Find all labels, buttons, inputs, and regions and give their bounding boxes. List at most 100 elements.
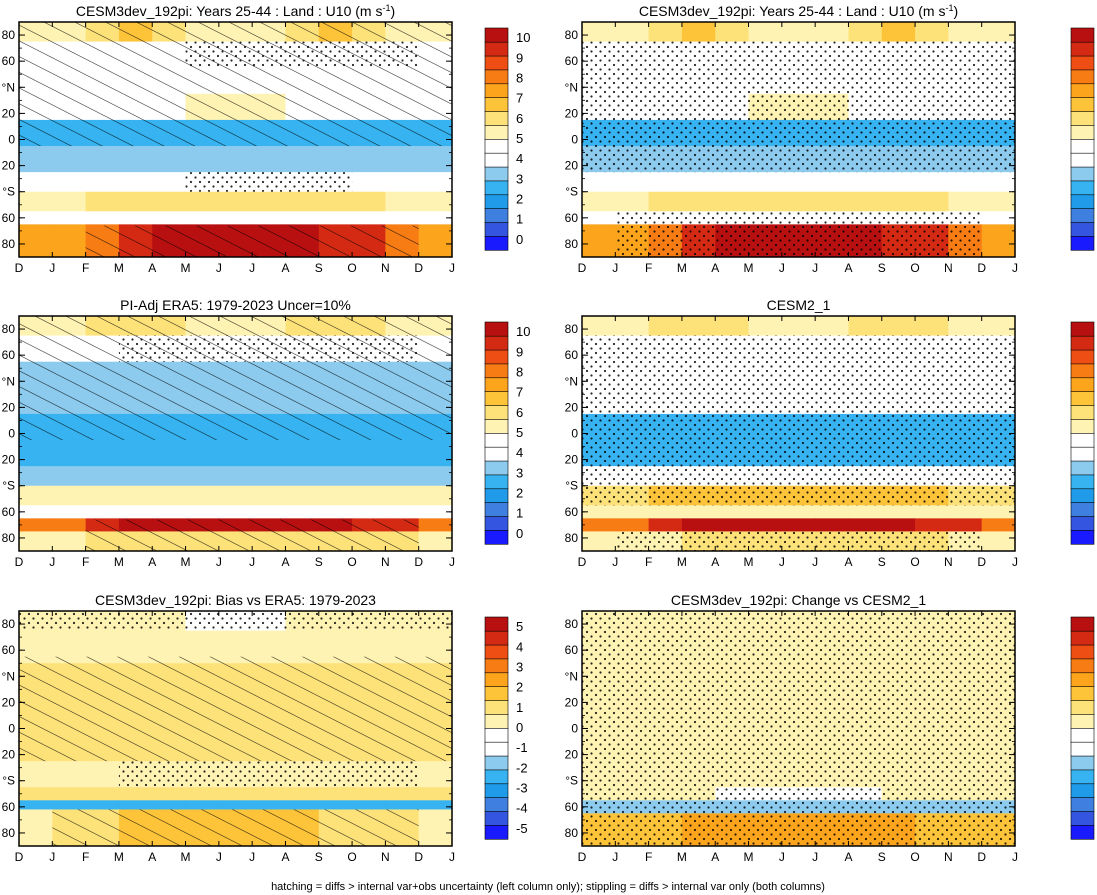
y-tick-label: 0 (571, 427, 578, 441)
y-tick-label: 60 (2, 643, 16, 657)
heatmap-cell (418, 466, 453, 487)
colorbar-label: 5 (516, 131, 523, 146)
heatmap-cell (19, 531, 53, 552)
heatmap-cell (648, 22, 683, 42)
y-tick-label: 20 (565, 159, 579, 173)
heatmap-cell (118, 146, 153, 173)
colorbar-swatch (1070, 124, 1095, 140)
x-tick-label: J (779, 850, 785, 864)
heatmap-cell (981, 172, 1016, 193)
heatmap-cell (881, 316, 916, 336)
y-tick-label: 80 (565, 28, 579, 42)
x-tick-label: M (114, 850, 124, 864)
colorbar-swatch (484, 152, 509, 168)
x-tick-label: F (645, 261, 652, 275)
heatmap-cell (185, 630, 220, 651)
colorbar-swatch (484, 810, 509, 826)
heatmap-cell (848, 316, 883, 336)
x-tick-label: M (744, 555, 754, 569)
heatmap-cell (748, 518, 783, 532)
heatmap-cell (152, 146, 187, 173)
heatmap-cell (285, 787, 320, 801)
heatmap-cell (815, 22, 850, 42)
colorbar-swatch (484, 460, 509, 476)
y-tick-label: °N (2, 374, 15, 388)
colorbar-swatch (484, 616, 509, 632)
x-tick-label: D (977, 850, 986, 864)
heatmap-cell (948, 22, 983, 42)
y-tick-label: 20 (565, 453, 579, 467)
x-tick-label: J (612, 850, 618, 864)
y-tick-label: °S (2, 774, 15, 788)
x-tick-label: J (49, 555, 55, 569)
heatmap-cell (681, 191, 716, 212)
heatmap-cell (52, 211, 87, 225)
x-tick-label: M (744, 850, 754, 864)
colorbar-label: 3 (516, 659, 523, 674)
colorbar-swatch (484, 321, 509, 337)
colorbar-swatch (1070, 194, 1095, 209)
heatmap-cell (418, 485, 453, 506)
y-tick-label: 80 (565, 322, 579, 336)
heatmap-cell (781, 172, 816, 193)
heatmap-cell (152, 630, 187, 651)
heatmap-cell (352, 505, 386, 519)
colorbar-swatch (484, 529, 509, 545)
heatmap-cell (748, 191, 783, 212)
colorbar-label: 4 (516, 445, 523, 460)
heatmap-cell (881, 22, 916, 42)
heatmap-cell (19, 224, 53, 258)
y-tick-label: 60 (2, 211, 16, 225)
x-tick-label: M (181, 261, 191, 275)
x-tick-label: D (578, 555, 587, 569)
heatmap-cell (352, 485, 386, 506)
heatmap-cell (252, 466, 287, 487)
heatmap-cell (185, 800, 220, 810)
x-tick-label: A (844, 555, 852, 569)
heatmap-cell (285, 505, 320, 519)
y-tick-label: 80 (565, 531, 579, 545)
y-tick-label: °N (565, 374, 578, 388)
colorbar-swatch (1070, 377, 1095, 392)
heatmap-cell (218, 505, 253, 519)
heatmap-cell (981, 224, 1016, 258)
heatmap-cell (915, 505, 949, 519)
x-tick-label: J (449, 850, 455, 864)
heatmap-cell (352, 800, 386, 810)
heatmap-cell (218, 630, 253, 651)
heatmap-cell (252, 485, 287, 506)
heatmap-cell (19, 172, 53, 193)
colorbar-swatch (484, 363, 509, 379)
colorbar-swatch (1070, 699, 1095, 715)
y-tick-label: 80 (2, 826, 16, 840)
hatching-region (19, 721, 452, 762)
heatmap-cell (715, 172, 750, 193)
colorbar-swatch (484, 783, 509, 798)
heatmap-cell (648, 172, 683, 193)
y-tick-label: °N (2, 669, 15, 683)
panel-title: CESM3dev_192pi: Years 25-44 : Land : U10… (76, 3, 395, 19)
heatmap-cell (615, 172, 650, 193)
x-tick-label: J (779, 261, 785, 275)
heatmap-cell (85, 146, 120, 173)
y-tick-label: 80 (2, 531, 16, 545)
colorbar-swatch (1070, 418, 1095, 434)
colorbar-swatch (1070, 755, 1095, 771)
x-tick-label: M (677, 261, 687, 275)
heatmap-cell (185, 505, 220, 519)
heatmap-cell (915, 518, 949, 532)
x-tick-label: D (414, 850, 423, 864)
heatmap-cell (19, 630, 53, 651)
y-tick-label: 60 (565, 348, 579, 362)
colorbar-label: 8 (516, 364, 523, 379)
colorbar-swatch (1070, 27, 1095, 43)
heatmap-cell (418, 787, 453, 801)
stippling-region (185, 41, 419, 68)
heatmap-cell (118, 630, 153, 651)
colorbar-swatch (1070, 529, 1095, 545)
heatmap-cell (681, 518, 716, 532)
heatmap-cell (418, 146, 453, 173)
y-tick-label: 20 (565, 695, 579, 709)
heatmap-cell (915, 22, 949, 42)
